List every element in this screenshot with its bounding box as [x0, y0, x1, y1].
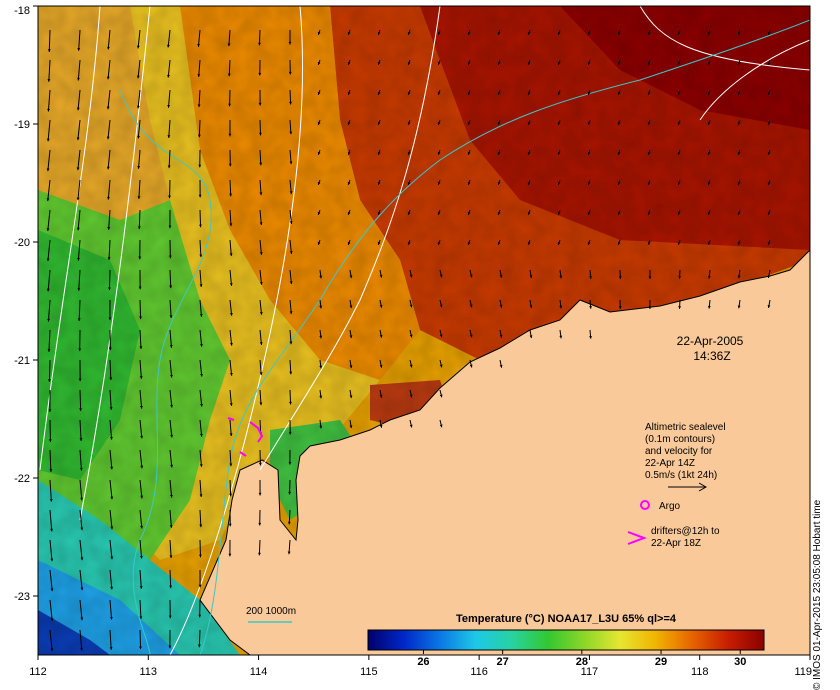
colorbar-bar: [368, 630, 764, 650]
drifter-line-1: drifters@12h to: [651, 526, 720, 537]
colorbar-tick-label: 28: [576, 656, 588, 668]
colorbar-tick-label: 27: [497, 656, 509, 668]
credit-label: © IMOS 01-Apr-2015 23:05:08 Hobart time: [812, 500, 823, 690]
altimetry-line-4: 22-Apr 14Z: [645, 458, 695, 469]
x-tick-label: 119: [794, 666, 812, 678]
y-tick-label: -21: [14, 355, 30, 367]
y-axis: -18 -19 -20 -21 -22 -23: [14, 5, 38, 603]
colorbar-title: Temperature (°C) NOAA17_L3U 65% ql>=4: [456, 613, 677, 625]
y-tick-label: -22: [14, 473, 30, 485]
x-tick-label: 114: [250, 666, 268, 678]
date-label: 22-Apr-2005: [677, 334, 744, 348]
contour-legend-label: 200 1000m: [246, 606, 296, 617]
altimetry-line-2: (0.1m contours): [645, 434, 715, 445]
colorbar-tick-label: 26: [417, 656, 429, 668]
colorbar-tick-label: 30: [734, 656, 746, 668]
y-tick-label: -20: [14, 237, 30, 249]
altimetry-line-1: Altimetric sealevel: [645, 422, 726, 433]
altimetry-line-3: and velocity for: [645, 446, 713, 457]
time-label: 14:36Z: [693, 349, 730, 363]
x-tick-label: 113: [140, 666, 158, 678]
y-tick-label: -18: [14, 5, 30, 17]
x-tick-label: 118: [691, 666, 709, 678]
drifter-line-2: 22-Apr 18Z: [651, 538, 701, 549]
colorbar-tick-label: 29: [655, 656, 667, 668]
x-tick-label: 112: [29, 666, 47, 678]
y-tick-label: -19: [14, 119, 30, 131]
altimetry-line-5: 0.5m/s (1kt 24h): [645, 470, 717, 481]
plot-area: [38, 6, 810, 655]
x-tick-label: 115: [360, 666, 378, 678]
argo-label: Argo: [659, 501, 681, 512]
x-tick-label: 116: [470, 666, 488, 678]
y-tick-label: -23: [14, 591, 30, 603]
